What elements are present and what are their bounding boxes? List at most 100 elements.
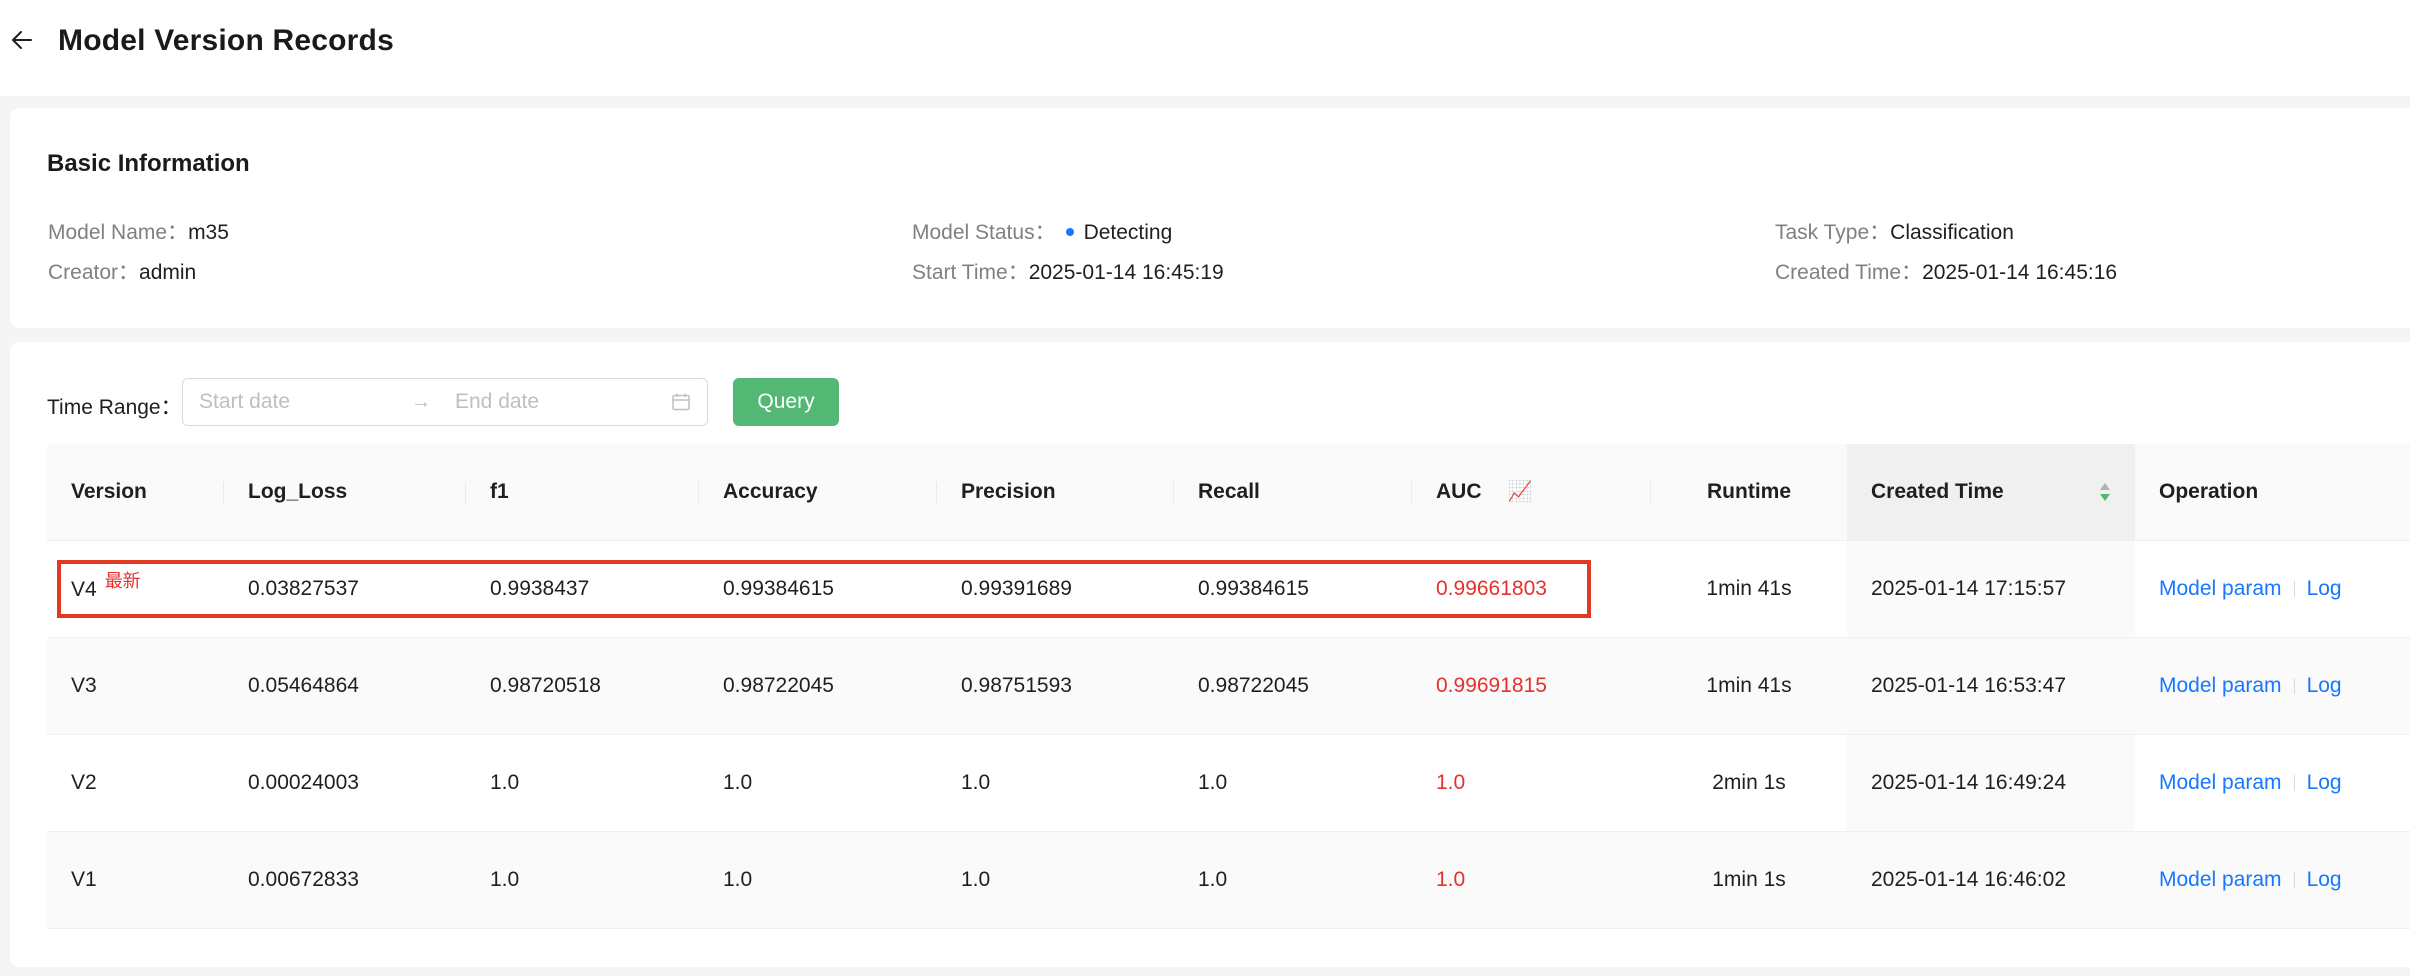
created-time-label: Created Time：	[1775, 261, 1923, 284]
cell-auc: 1.0	[1412, 831, 1651, 929]
cell-runtime: 2min 1s	[1651, 734, 1847, 832]
cell-version: V3	[47, 637, 224, 735]
cell-accuracy: 0.98722045	[699, 637, 937, 735]
cell-runtime-value: 1min 1s	[1712, 867, 1786, 891]
cell-f1: 0.9938437	[466, 540, 699, 638]
cell-f1: 0.98720518	[466, 637, 699, 735]
cell-created-time: 2025-01-14 17:15:57	[1847, 540, 2135, 638]
basic-info-card: Basic Information Model Name：m35 Creator…	[10, 108, 2410, 328]
cell-runtime: 1min 1s	[1651, 831, 1847, 929]
start-date-input[interactable]	[183, 390, 403, 414]
cell-recall-value: 1.0	[1198, 770, 1228, 794]
creator-value: admin	[139, 261, 197, 284]
time-range-picker[interactable]: →	[182, 378, 708, 426]
cell-recall-value: 1.0	[1198, 867, 1228, 891]
log-link[interactable]: Log	[2306, 867, 2342, 891]
table-body: V4 最新 0.03827537 0.9938437 0.99384615 0.99391…	[47, 540, 2410, 929]
cell-version-value: V2	[71, 770, 97, 794]
cell-precision-value: 1.0	[961, 867, 991, 891]
cell-f1-value: 1.0	[490, 770, 520, 794]
cell-version-value: V3	[71, 673, 97, 697]
column-header-precision: Precision	[937, 444, 1174, 541]
creator-item: Creator：admin	[48, 256, 196, 286]
calendar-icon[interactable]	[671, 392, 691, 412]
created-time-header-label: Created Time	[1871, 479, 2004, 503]
log-link[interactable]: Log	[2306, 576, 2342, 600]
model-param-link[interactable]: Model param	[2159, 867, 2282, 891]
cell-f1: 1.0	[466, 831, 699, 929]
cell-f1-value: 0.9938437	[490, 576, 590, 600]
cell-version: V4 最新	[47, 540, 224, 638]
start-time-label: Start Time：	[912, 261, 1029, 284]
cell-operation: Model param Log	[2135, 831, 2410, 929]
cell-version: V2	[47, 734, 224, 832]
cell-auc: 0.99691815	[1412, 637, 1651, 735]
cell-log-loss-value: 0.00024003	[248, 770, 359, 794]
cell-log-loss-value: 0.03827537	[248, 576, 359, 600]
cell-auc-value: 0.99661803	[1436, 576, 1547, 600]
end-date-input[interactable]	[439, 390, 659, 414]
model-status-item: Model Status： Detecting	[912, 216, 1172, 246]
column-header-recall: Recall	[1174, 444, 1412, 541]
basic-info-title: Basic Information	[47, 150, 250, 177]
cell-operation: Model param Log	[2135, 540, 2410, 638]
cell-precision-value: 0.99391689	[961, 576, 1072, 600]
cell-created-time: 2025-01-14 16:53:47	[1847, 637, 2135, 735]
cell-accuracy-value: 0.99384615	[723, 576, 834, 600]
cell-version-value: V1	[71, 867, 97, 891]
cell-f1-value: 0.98720518	[490, 673, 601, 697]
cell-log-loss-value: 0.05464864	[248, 673, 359, 697]
table-row: V2 0.00024003 1.0 1.0 1.0 1.0 1.0 2min 1s 2025-0…	[47, 734, 2410, 832]
cell-created-time: 2025-01-14 16:46:02	[1847, 831, 2135, 929]
chart-icon[interactable]: 📈	[1507, 481, 1533, 504]
table-header-row: Version Log_Loss f1 Accuracy Precision R…	[47, 444, 2410, 541]
arrow-left-icon	[12, 31, 32, 49]
cell-operation: Model param Log	[2135, 637, 2410, 735]
column-header-created-time[interactable]: Created Time	[1847, 444, 2135, 541]
model-param-link[interactable]: Model param	[2159, 673, 2282, 697]
cell-auc: 1.0	[1412, 734, 1651, 832]
cell-auc-value: 1.0	[1436, 770, 1466, 794]
model-param-link[interactable]: Model param	[2159, 770, 2282, 794]
table-row: V1 0.00672833 1.0 1.0 1.0 1.0 1.0 1min 1s 2025-0…	[47, 831, 2410, 929]
cell-created-time-value: 2025-01-14 16:53:47	[1871, 673, 2066, 697]
cell-accuracy: 1.0	[699, 734, 937, 832]
cell-runtime-value: 1min 41s	[1706, 576, 1792, 600]
cell-operation: Model param Log	[2135, 734, 2410, 832]
cell-recall-value: 0.99384615	[1198, 576, 1309, 600]
task-type-value: Classification	[1890, 221, 2014, 244]
cell-recall: 0.99384615	[1174, 540, 1412, 638]
operation-divider	[2293, 871, 2295, 888]
log-link[interactable]: Log	[2306, 770, 2342, 794]
model-name-label: Model Name：	[48, 221, 189, 244]
version-records-table: Version Log_Loss f1 Accuracy Precision R…	[47, 444, 2410, 929]
cell-created-time-value: 2025-01-14 17:15:57	[1871, 576, 2066, 600]
sort-icon[interactable]	[2098, 481, 2112, 503]
cell-log-loss: 0.03827537	[224, 540, 466, 638]
cell-accuracy: 1.0	[699, 831, 937, 929]
column-header-runtime: Runtime	[1651, 444, 1847, 541]
query-button[interactable]: Query	[733, 378, 839, 426]
cell-f1: 1.0	[466, 734, 699, 832]
column-header-auc: AUC 📈	[1412, 444, 1651, 541]
log-link[interactable]: Log	[2306, 673, 2342, 697]
operation-divider	[2293, 774, 2295, 791]
model-param-link[interactable]: Model param	[2159, 576, 2282, 600]
back-button[interactable]	[8, 26, 36, 54]
cell-auc-value: 1.0	[1436, 867, 1466, 891]
start-time-value: 2025-01-14 16:45:19	[1028, 261, 1224, 284]
cell-log-loss-value: 0.00672833	[248, 867, 359, 891]
start-time-item: Start Time：2025-01-14 16:45:19	[912, 256, 1224, 286]
creator-label: Creator：	[48, 261, 140, 284]
time-range-label: Time Range：	[47, 396, 182, 419]
cell-log-loss: 0.05464864	[224, 637, 466, 735]
table-row: V4 最新 0.03827537 0.9938437 0.99384615 0.99391…	[47, 540, 2410, 638]
cell-recall: 1.0	[1174, 734, 1412, 832]
model-status-label: Model Status：	[912, 221, 1056, 244]
latest-badge: 最新	[104, 570, 141, 591]
table-row: V3 0.05464864 0.98720518 0.98722045 0.987515…	[47, 637, 2410, 735]
status-dot-icon	[1065, 228, 1074, 237]
cell-precision: 1.0	[937, 831, 1174, 929]
page-title: Model Version Records	[58, 24, 394, 57]
column-header-operation: Operation	[2135, 444, 2410, 541]
